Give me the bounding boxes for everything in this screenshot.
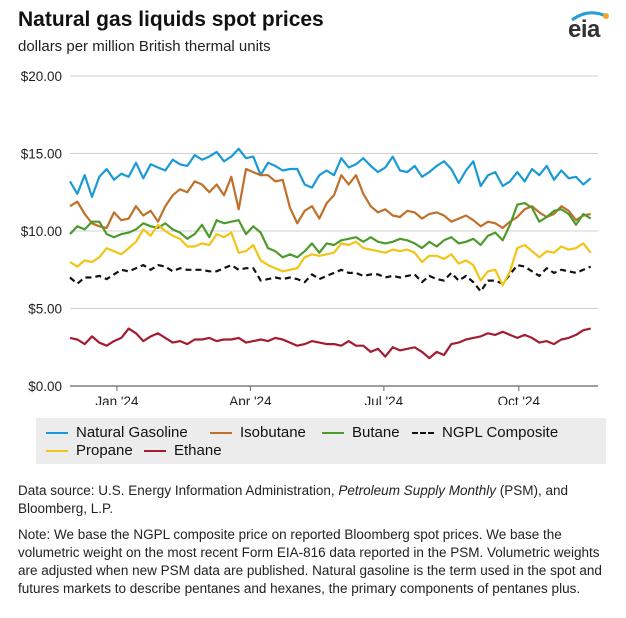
x-tick-label: Apr '24	[229, 394, 272, 405]
legend-item-propane: Propane	[46, 442, 133, 459]
legend-swatch	[144, 450, 166, 453]
chart-subtitle: dollars per million British thermal unit…	[18, 38, 271, 55]
legend-swatch	[46, 450, 68, 453]
grid-lines	[70, 75, 598, 387]
series-line-ethane	[69, 327, 591, 360]
y-tick-label: $20.00	[21, 69, 62, 84]
chart-note: Note: We base the NGPL composite price o…	[18, 527, 602, 596]
series-line-isobutane	[69, 167, 591, 229]
legend-label: Ethane	[174, 442, 222, 459]
legend: Natural Gasoline Isobutane Butane NGPL C…	[36, 418, 606, 464]
y-tick-label: $5.00	[28, 302, 62, 317]
legend-item-ethane: Ethane	[144, 442, 222, 459]
series-line-ngpl-composite	[69, 264, 592, 293]
series-line-natural-gasoline	[69, 147, 592, 198]
eia-logo-text: eia	[568, 16, 600, 43]
source-publication: Petroleum Supply Monthly	[338, 483, 496, 498]
y-tick-label: $10.00	[21, 224, 62, 239]
legend-label: Propane	[76, 442, 133, 459]
legend-item-isobutane: Isobutane	[210, 424, 306, 441]
series-line-propane	[69, 223, 592, 287]
legend-item-natural-gasoline: Natural Gasoline	[46, 424, 188, 441]
legend-label: Natural Gasoline	[76, 424, 188, 441]
legend-label: NGPL Composite	[442, 424, 559, 441]
chart-title: Natural gas liquids spot prices	[18, 8, 324, 31]
legend-item-butane: Butane	[322, 424, 400, 441]
legend-label: Butane	[352, 424, 400, 441]
x-axis-ticks: Jan '24 Apr '24 Jul '24 Oct '24	[95, 386, 540, 405]
legend-label: Isobutane	[240, 424, 306, 441]
series-lines	[69, 147, 592, 360]
eia-logo-icon	[571, 11, 609, 22]
legend-item-ngpl-composite: NGPL Composite	[412, 424, 558, 441]
x-tick-label: Jan '24	[95, 394, 139, 405]
line-chart: $0.00 $5.00 $10.00 $15.00 $20.00 Jan '24 Apr …	[21, 69, 598, 405]
x-tick-label: Jul '24	[365, 394, 404, 405]
y-tick-label: $0.00	[28, 379, 62, 394]
legend-swatch	[322, 432, 344, 435]
legend-swatch	[210, 432, 232, 435]
source-prefix: Data source: U.S. Energy Information Adm…	[18, 483, 339, 498]
legend-swatch	[412, 432, 434, 435]
data-source: Data source: U.S. Energy Information Adm…	[18, 482, 608, 518]
x-tick-label: Oct '24	[498, 394, 541, 405]
source-suffix: (PSM), and Bloomberg, L.P.	[18, 483, 569, 516]
y-axis-ticks: $0.00 $5.00 $10.00 $15.00 $20.00	[21, 69, 62, 394]
y-tick-label: $15.00	[21, 147, 62, 162]
legend-swatch	[46, 432, 68, 435]
